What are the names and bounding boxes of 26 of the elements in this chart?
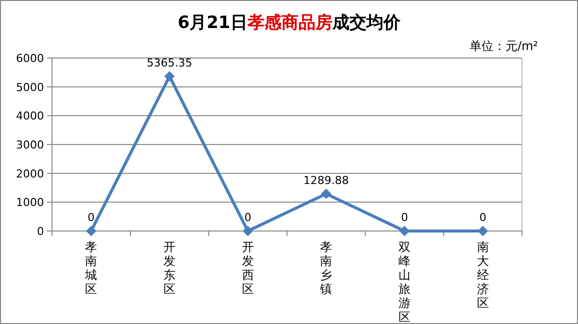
data-label: 0 — [401, 211, 408, 224]
point — [321, 188, 332, 199]
y-tick-label: 0 — [37, 225, 44, 238]
data-label: 0 — [244, 211, 252, 224]
point — [478, 226, 488, 236]
point — [86, 226, 96, 236]
point — [400, 226, 410, 236]
y-tick-label: 2000 — [16, 167, 44, 180]
x-tick-label: 开发东区 — [164, 240, 176, 296]
x-tick-label: 开发西区 — [242, 240, 254, 296]
y-tick-label: 3000 — [16, 138, 44, 152]
data-label: 5365.35 — [146, 56, 192, 70]
x-tick-label: 双峰山旅游区 — [398, 240, 410, 324]
x-tick-label: 孝南乡镇 — [319, 240, 332, 296]
data-label: 0 — [479, 211, 486, 224]
y-tick-label: 5000 — [16, 80, 44, 94]
point — [242, 226, 253, 236]
y-tick-label: 6000 — [16, 52, 44, 65]
x-tick-label: 孝南城区 — [84, 240, 98, 296]
x-tick-label: 南大经济区 — [476, 240, 489, 310]
y-tick-label: 4000 — [16, 110, 44, 123]
point — [164, 71, 174, 82]
data-label: 0 — [88, 211, 95, 224]
data-label: 1289.88 — [303, 174, 349, 187]
y-tick-label: 1000 — [16, 196, 44, 210]
chart-subtitle: 单位：元/m² — [469, 39, 538, 53]
